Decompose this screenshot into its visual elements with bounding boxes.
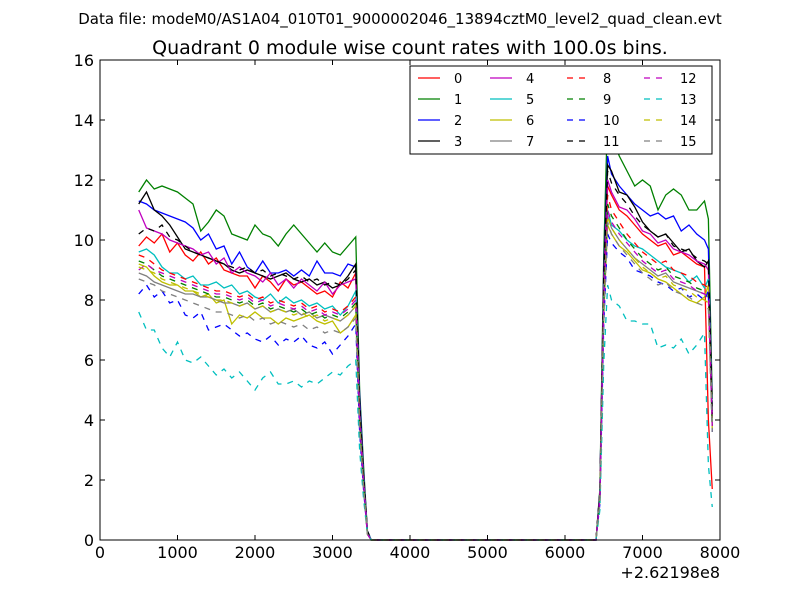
legend-label: 14 bbox=[680, 114, 697, 129]
legend-entry-14: 14 bbox=[644, 114, 697, 129]
series-line-2 bbox=[138, 155, 713, 541]
legend-label: 12 bbox=[680, 72, 697, 87]
legend-label: 1 bbox=[454, 93, 462, 108]
legend-label: 15 bbox=[680, 135, 697, 150]
legend-entry-8: 8 bbox=[567, 72, 611, 87]
y-tick-label: 0 bbox=[84, 531, 94, 550]
legend-label: 3 bbox=[454, 135, 462, 150]
legend-entry-15: 15 bbox=[644, 135, 697, 150]
x-tick-label: 4000 bbox=[390, 543, 431, 562]
y-tick-label: 6 bbox=[84, 351, 94, 370]
legend-entry-0: 0 bbox=[418, 72, 462, 87]
x-tick-label: 2000 bbox=[235, 543, 276, 562]
series-line-11 bbox=[138, 170, 713, 541]
series-line-14 bbox=[138, 215, 713, 541]
legend-entry-10: 10 bbox=[567, 114, 620, 129]
legend-entry-12: 12 bbox=[644, 72, 697, 87]
legend-entry-5: 5 bbox=[490, 93, 534, 108]
y-tick-label: 8 bbox=[84, 291, 94, 310]
x-tick-label: 3000 bbox=[312, 543, 353, 562]
legend-entry-11: 11 bbox=[567, 135, 620, 150]
legend-entry-13: 13 bbox=[644, 93, 697, 108]
legend-entry-4: 4 bbox=[490, 72, 534, 87]
legend-entry-6: 6 bbox=[490, 114, 534, 129]
legend-label: 10 bbox=[603, 114, 620, 129]
series-line-7 bbox=[138, 215, 713, 541]
series-line-5 bbox=[138, 209, 713, 541]
x-tick-label: 8000 bbox=[700, 543, 741, 562]
ticks-layer: 0 1000 2000 3000 4000 5000 6000 7000 80000246810… bbox=[74, 51, 741, 562]
y-tick-label: 2 bbox=[84, 471, 94, 490]
x-tick-label: 0 bbox=[95, 543, 105, 562]
legend-entry-9: 9 bbox=[567, 93, 611, 108]
series-line-0 bbox=[138, 185, 713, 541]
series-line-13 bbox=[138, 284, 713, 541]
x-offset-label: +2.62198e8 bbox=[620, 563, 720, 582]
series-line-15 bbox=[138, 221, 713, 541]
x-tick-label: 7000 bbox=[622, 543, 663, 562]
y-tick-label: 10 bbox=[74, 231, 94, 250]
y-tick-label: 14 bbox=[74, 111, 94, 130]
y-tick-label: 4 bbox=[84, 411, 94, 430]
legend-entry-1: 1 bbox=[418, 93, 462, 108]
legend-entry-2: 2 bbox=[418, 114, 462, 129]
series-line-1 bbox=[138, 110, 713, 541]
legend-entry-3: 3 bbox=[418, 135, 462, 150]
x-tick-label: 5000 bbox=[467, 543, 508, 562]
legend-label: 11 bbox=[603, 135, 620, 150]
series-layer bbox=[138, 110, 713, 541]
legend-frame bbox=[409, 65, 713, 155]
legend-label: 2 bbox=[454, 114, 462, 129]
legend-label: 0 bbox=[454, 72, 462, 87]
y-tick-label: 16 bbox=[74, 51, 94, 70]
legend-label: 8 bbox=[603, 72, 611, 87]
legend-label: 7 bbox=[526, 135, 534, 150]
x-tick-label: 6000 bbox=[545, 543, 586, 562]
legend-label: 5 bbox=[526, 93, 534, 108]
legend-label: 6 bbox=[526, 114, 534, 129]
series-line-12 bbox=[138, 209, 713, 541]
x-tick-label: 1000 bbox=[157, 543, 198, 562]
series-line-8 bbox=[138, 194, 713, 541]
series-line-10 bbox=[138, 233, 713, 541]
legend-label: 13 bbox=[680, 93, 697, 108]
legend-label: 4 bbox=[526, 72, 534, 87]
figure-suptitle: Data file: modeM0/AS1A04_010T01_90000020… bbox=[78, 10, 722, 29]
y-tick-label: 12 bbox=[74, 171, 94, 190]
series-line-9 bbox=[138, 203, 713, 541]
legend-entry-7: 7 bbox=[490, 135, 534, 150]
legend-label: 9 bbox=[603, 93, 611, 108]
chart-title: Quadrant 0 module wise count rates with … bbox=[152, 37, 668, 59]
